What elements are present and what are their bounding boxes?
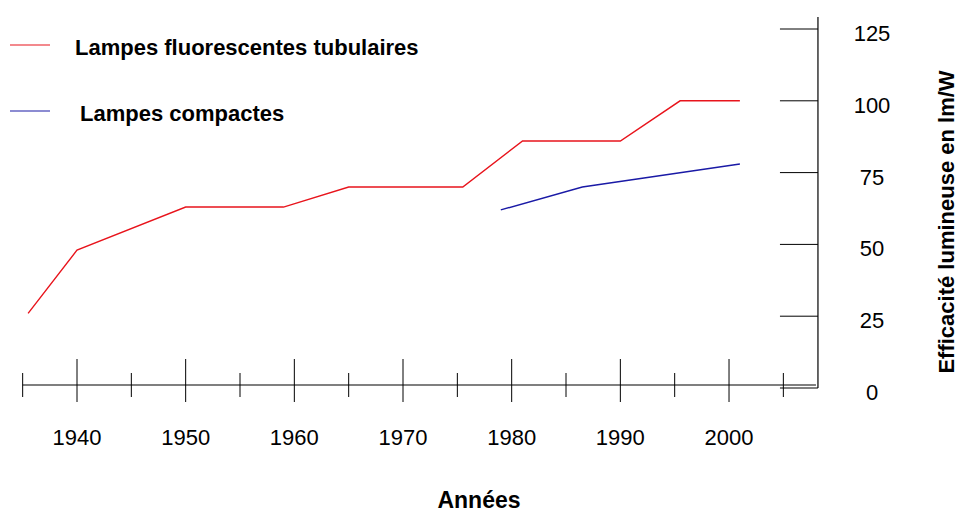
y-tick-label: 25	[860, 308, 884, 333]
series-line	[501, 164, 740, 210]
x-tick	[620, 359, 621, 402]
x-tick-label: 1960	[270, 425, 319, 450]
chart: 1940 1950 1960 1970 1980 1990 2000 0 25 50 75 100 12…	[0, 0, 974, 523]
x-minor-tick	[22, 373, 23, 397]
x-tick	[294, 359, 295, 402]
legend-label: Lampes compactes	[80, 101, 284, 126]
x-tick-label: 1980	[487, 425, 536, 450]
legend-swatch	[10, 44, 50, 45]
x-tick	[729, 359, 730, 402]
x-minor-tick	[131, 373, 132, 397]
y-axis-label: Efficacité lumineuse en lm/W	[934, 70, 959, 373]
x-axis	[23, 384, 816, 385]
x-tick-label: 1940	[53, 425, 102, 450]
y-tick-label: 100	[854, 93, 891, 118]
x-minor-tick	[566, 373, 567, 397]
x-minor-tick	[240, 373, 241, 397]
plot-area	[28, 101, 740, 314]
x-tick-label: 2000	[705, 425, 754, 450]
x-tick	[511, 359, 512, 402]
y-tick-label: 75	[860, 165, 884, 190]
x-tick-label: 1970	[379, 425, 428, 450]
y-tick	[780, 29, 818, 30]
x-minor-tick	[783, 373, 784, 397]
y-tick	[780, 100, 818, 101]
y-tick	[780, 172, 818, 173]
x-tick	[403, 359, 404, 402]
x-axis-label: Années	[437, 487, 520, 513]
x-tick	[185, 359, 186, 402]
legend-swatch	[10, 110, 50, 111]
y-tick	[780, 244, 818, 245]
x-tick	[77, 359, 78, 402]
y-tick	[780, 316, 818, 317]
y-tick	[780, 388, 818, 389]
y-tick-label: 50	[860, 236, 884, 261]
y-tick-label: 125	[854, 21, 891, 46]
x-tick-label: 1950	[161, 425, 210, 450]
x-minor-tick	[457, 373, 458, 397]
y-tick-label: 0	[866, 380, 878, 405]
x-minor-tick	[674, 373, 675, 397]
legend-label: Lampes fluorescentes tubulaires	[75, 35, 419, 60]
y-axis	[817, 17, 818, 388]
x-tick-label: 1990	[596, 425, 645, 450]
x-minor-tick	[348, 373, 349, 397]
series-line	[28, 101, 740, 314]
